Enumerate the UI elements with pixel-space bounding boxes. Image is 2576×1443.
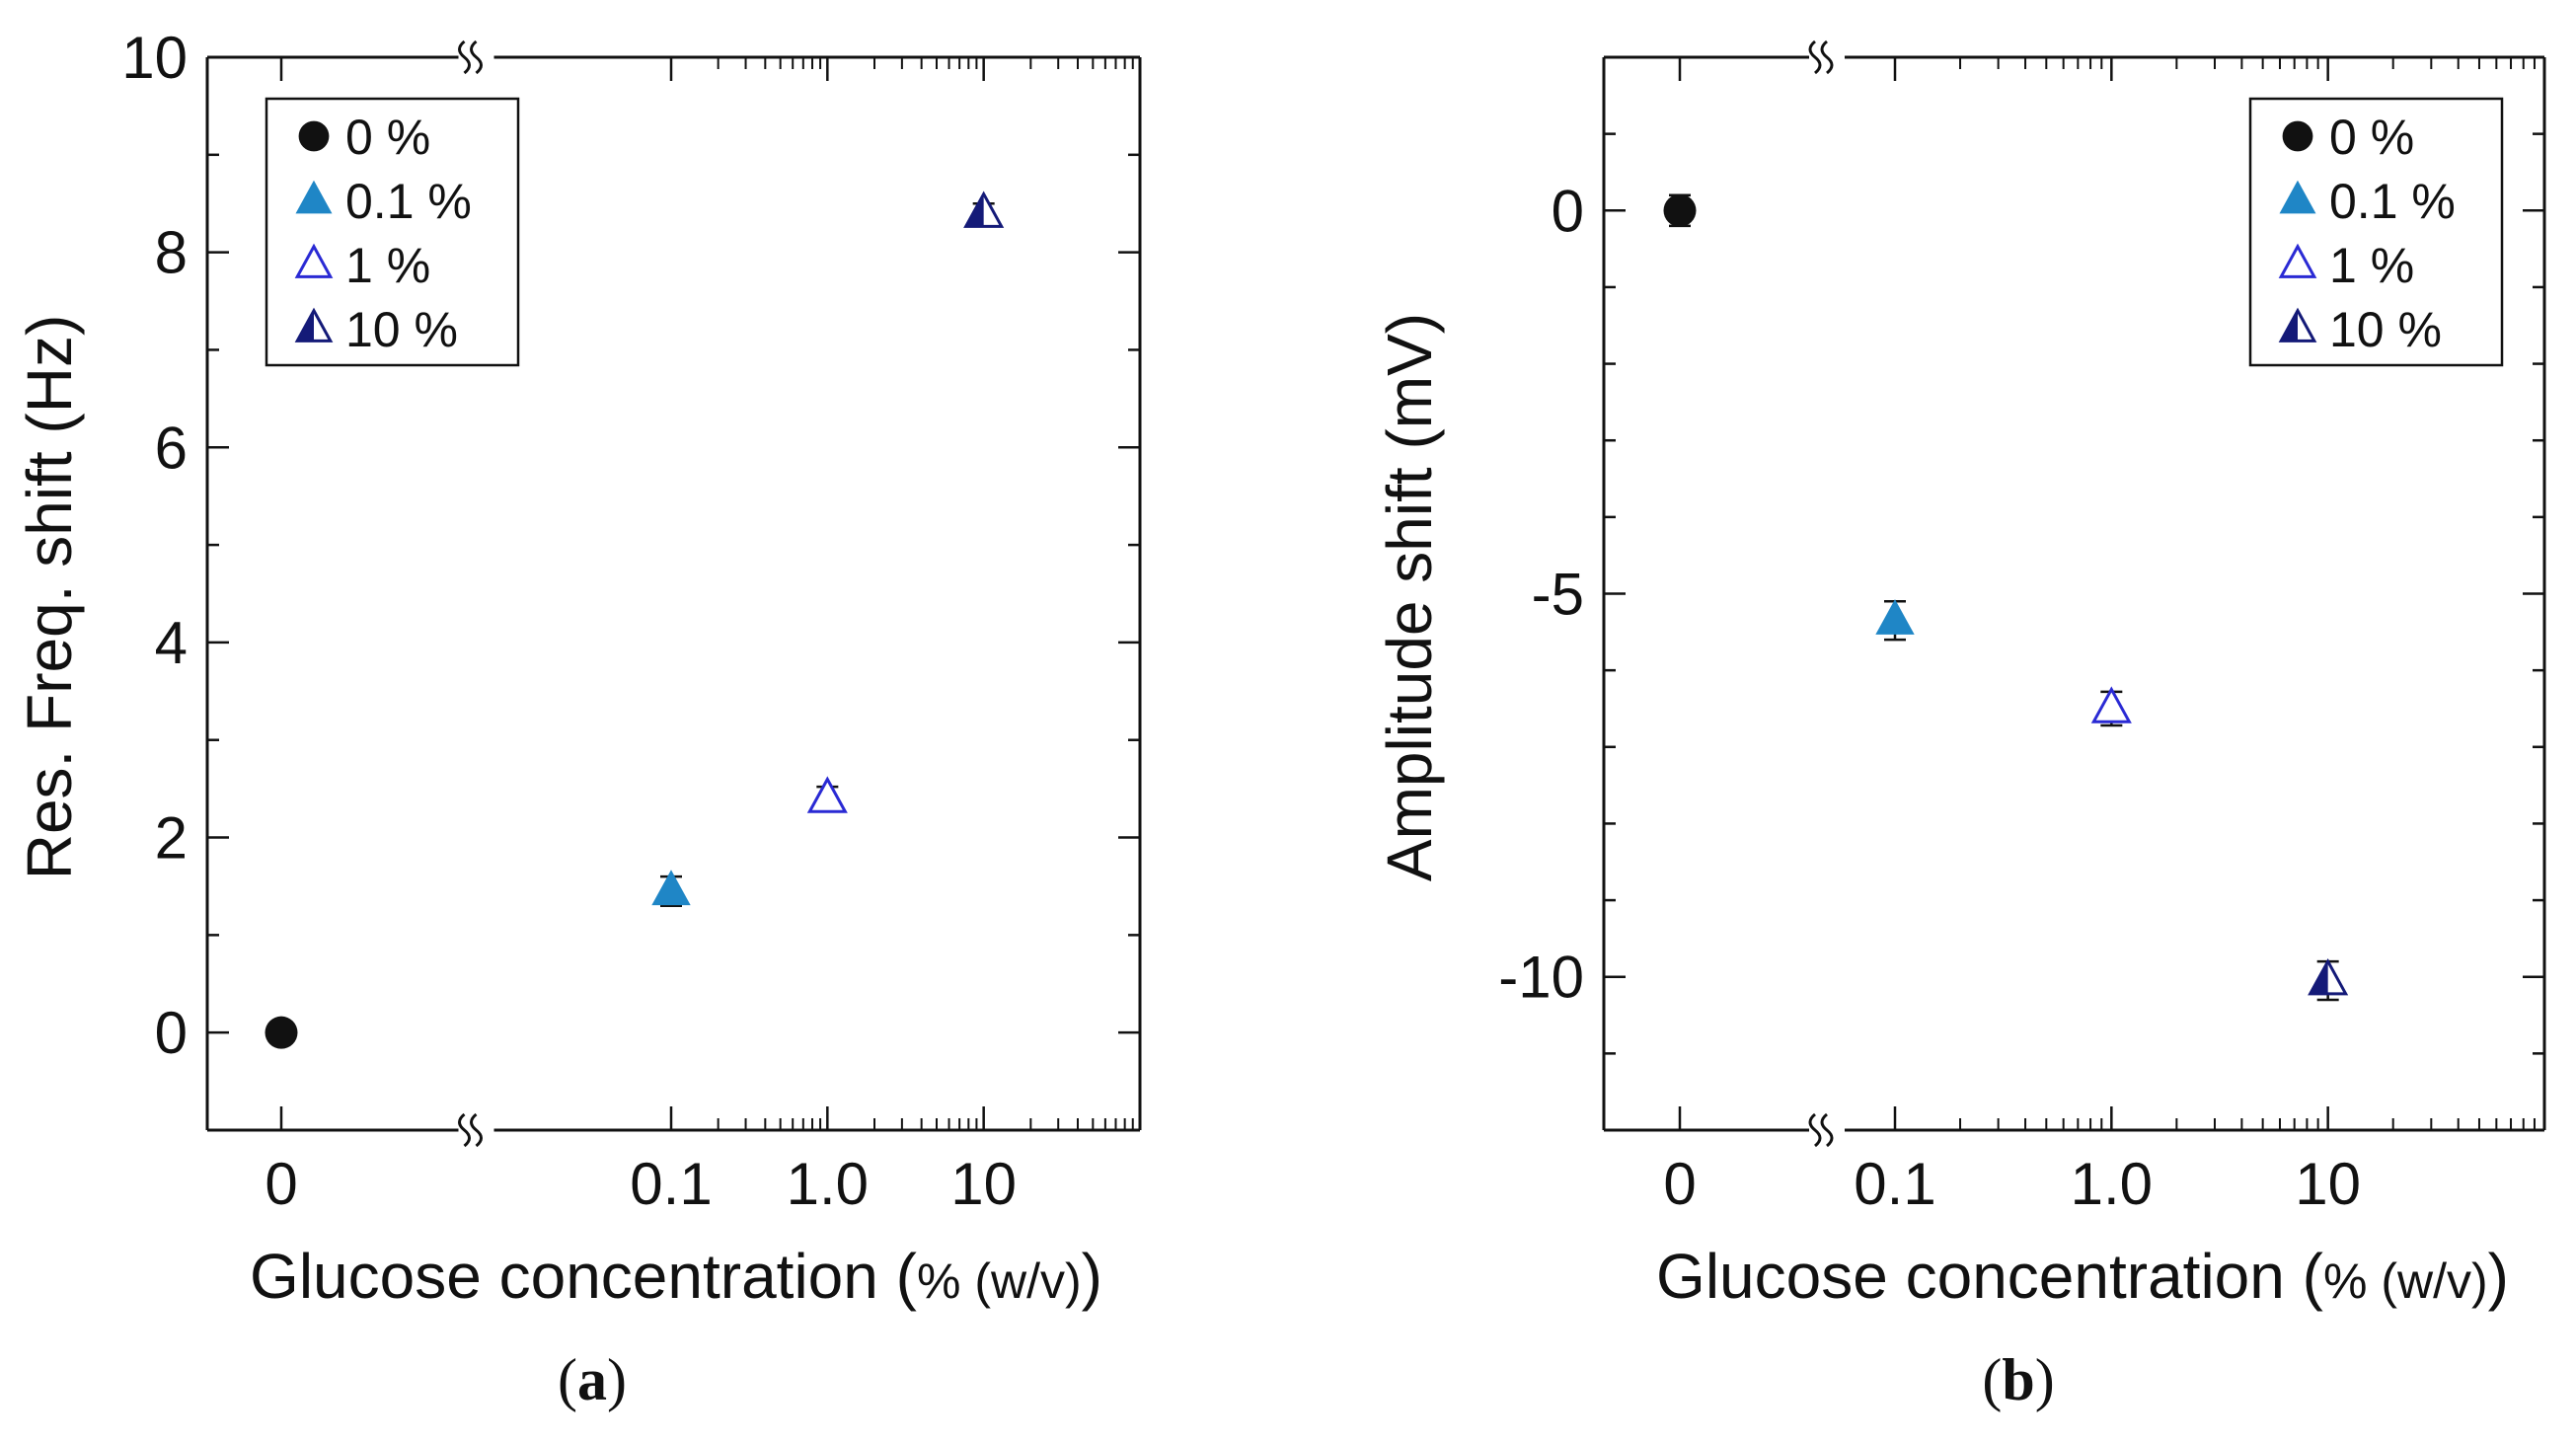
panel-a-legend-marker-3-fill <box>297 310 314 342</box>
panel-a-chart: 0 2 4 6 8 10 0 0.1 1.0 10 0 % 0.1 % 1 % 10 % Res. Fr… <box>14 25 1142 1412</box>
panel-a-axis-break-mark <box>458 39 471 75</box>
panel-a-legend-marker-0 <box>298 120 330 152</box>
panel-b-legend-marker-3-fill <box>2281 310 2298 342</box>
panel-b-y-tick-label: -10 <box>1498 945 1584 1011</box>
panel-b-point-3-fill <box>2310 961 2328 994</box>
panel-b-axis-break-mark <box>1820 39 1834 75</box>
panel-b-x-tick-label: 0.1 <box>1854 1151 1935 1217</box>
panel-a-y-tick-label: 4 <box>155 610 188 676</box>
panel-b-x-tick-label: 1.0 <box>2071 1151 2153 1217</box>
panel-a-point-0 <box>265 1016 298 1049</box>
panel-a-y-tick-label: 2 <box>155 805 188 872</box>
panel-b-axis-break-mark <box>1820 1112 1834 1148</box>
panel-a-legend-label-0: 0 % <box>345 110 430 165</box>
panel-a-legend: 0 % 0.1 % 1 % 10 % <box>265 97 520 367</box>
panel-b-point-3 <box>2308 957 2349 996</box>
panel-b-legend-marker-0 <box>2282 120 2313 152</box>
panel-b-legend-label-3: 10 % <box>2329 302 2442 357</box>
panel-a-point-2 <box>806 776 848 813</box>
panel-a-x-axis-title: Glucose concentration (% (w/v)) <box>250 1241 1102 1312</box>
panel-a-legend-label-2: 1 % <box>345 238 430 293</box>
panel-b-legend-label-0: 0 % <box>2329 110 2414 165</box>
panel-b-chart: 0 -5 -10 0 0.1 1.0 10 0 % 0.1 % 1 % 10 % Amplitud… <box>1374 39 2546 1412</box>
panel-a-y-axis-title: Res. Freq. shift (Hz) <box>14 315 85 880</box>
panel-a-legend-label-3: 10 % <box>345 302 458 357</box>
panel-a-axis-break-mark <box>458 1112 471 1148</box>
panel-b-x-axis-title: Glucose concentration (% (w/v)) <box>1656 1241 2509 1312</box>
panel-a-y-tick-label: 0 <box>155 1000 188 1066</box>
panel-a-legend-label-1: 0.1 % <box>345 174 472 229</box>
panel-a-x-tick-label: 0.1 <box>630 1151 712 1217</box>
panel-b-axis-break-mark <box>1808 39 1822 75</box>
panel-b-legend-label-1: 0.1 % <box>2329 174 2456 229</box>
panel-a-legend-marker-3 <box>294 307 334 342</box>
panel-b-axis-break-mark <box>1808 1112 1822 1148</box>
panel-b-x-tick-label: 10 <box>2295 1151 2361 1217</box>
panel-b-legend: 0 % 0.1 % 1 % 10 % <box>2248 97 2504 367</box>
panel-a-y-tick-label: 8 <box>155 220 188 286</box>
panel-a-point-3 <box>963 190 1005 228</box>
panel-b-legend-marker-1 <box>2279 180 2316 214</box>
panel-a-legend-marker-2 <box>294 243 334 278</box>
panel-b-point-2 <box>2090 686 2132 723</box>
panel-a-axis-break-mark <box>470 39 483 75</box>
panel-b-y-tick-label: -5 <box>1532 562 1584 628</box>
panel-b-legend-marker-2 <box>2278 243 2317 278</box>
panel-b-x-tick-label: 0 <box>1663 1151 1696 1217</box>
panel-b-point-0 <box>1663 193 1697 227</box>
panel-a-y-tick-label: 10 <box>121 25 188 91</box>
panel-a-x-tick-label: 0 <box>265 1151 297 1217</box>
panel-a-label: (a) <box>558 1347 627 1412</box>
panel-a-x-tick-label: 1.0 <box>787 1151 869 1217</box>
panel-a-x-tick-label: 10 <box>950 1151 1017 1217</box>
panel-b-y-axis-title: Amplitude shift (mV) <box>1374 313 1445 881</box>
panel-a-y-tick-label: 6 <box>155 415 188 481</box>
panel-b-y-tick-label: 0 <box>1552 178 1584 244</box>
panel-a-legend-marker-1 <box>295 180 333 214</box>
panel-b-legend-label-2: 1 % <box>2329 238 2414 293</box>
panel-b-point-1 <box>1875 599 1915 635</box>
panel-b-legend-marker-3 <box>2278 307 2317 342</box>
panel-b-label: (b) <box>1982 1347 2054 1412</box>
panel-a-axis-break-mark <box>470 1112 483 1148</box>
panel-a-point-3-fill <box>965 193 984 227</box>
panel-a-point-1 <box>651 870 691 906</box>
